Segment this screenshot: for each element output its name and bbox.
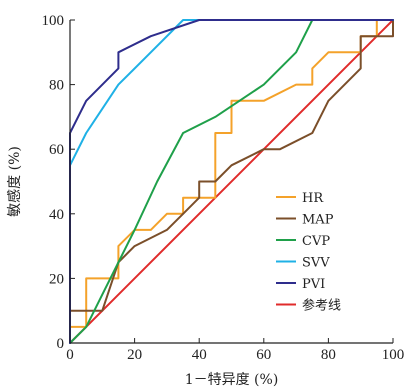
series-line-2 [69,19,394,344]
x-tick-label: 20 [127,347,142,363]
legend-label-2: CVP [302,234,330,249]
y-tick-label: 60 [49,142,64,158]
series-line-0 [69,19,394,344]
legend: HR MAP CVP SVV PVI 参考线 [276,191,341,314]
y-tick-label: 100 [42,13,65,29]
y-axis-title: 敏感度 (%) [6,146,23,217]
x-tick-label: 100 [382,347,405,363]
x-tick-label: 60 [256,347,271,363]
y-tick-label: 0 [57,336,65,352]
x-tick-label: 40 [192,347,207,363]
x-tick-label: 80 [321,347,336,363]
legend-label-0: HR [302,191,324,206]
legend-label-3: SVV [302,256,330,271]
y-tick-label: 80 [49,78,64,94]
y-tick-label: 40 [49,207,64,223]
legend-label-4: PVI [302,277,325,292]
legend-label-1: MAP [302,213,334,228]
x-tick-label: 0 [66,347,74,363]
series-line-4 [69,19,394,344]
x-axis-title: 1－特异度 (%) [185,372,279,387]
y-tick-label: 20 [49,271,64,287]
series-line-5 [69,19,394,344]
x-ticks: 0 20 40 60 80 100 [66,338,404,363]
plot-lines [69,19,394,344]
y-ticks: 0 20 40 60 80 100 [42,13,75,352]
axes [69,20,393,344]
legend-label-5: 参考线 [302,298,341,314]
